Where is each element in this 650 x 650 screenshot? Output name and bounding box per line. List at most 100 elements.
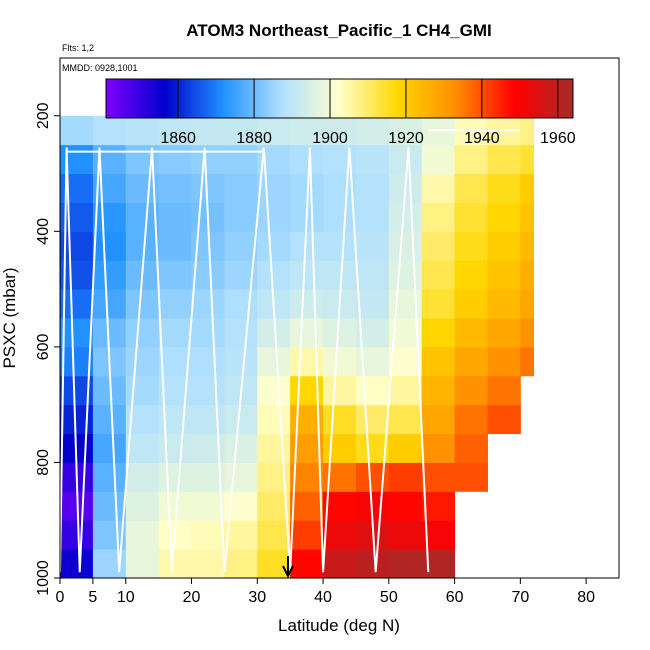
heatmap-cell <box>323 404 357 435</box>
y-axis-ticks: 200 400 600 800 1000 <box>35 102 60 596</box>
x-tick-label: 70 <box>511 589 529 606</box>
heatmap-cell <box>224 173 258 203</box>
heatmap-cell <box>454 346 488 377</box>
heatmap-cell <box>454 173 488 203</box>
heatmap-cell <box>92 318 127 348</box>
heatmap-cell <box>520 173 535 203</box>
y-tick-label: 400 <box>35 218 52 245</box>
heatmap-cell <box>125 491 160 521</box>
heatmap-cell <box>388 404 423 435</box>
x-tick-label: 5 <box>88 589 97 606</box>
heatmap-cell <box>290 115 324 146</box>
colorbar-tick-label: 1880 <box>236 130 272 147</box>
heatmap-cell <box>125 520 160 550</box>
heatmap-cell <box>257 346 291 377</box>
heatmap-cell <box>158 289 193 319</box>
heatmap-cell <box>257 404 291 435</box>
y-tick-label: 1000 <box>35 560 52 596</box>
heatmap-cell <box>520 260 535 290</box>
heatmap-cell <box>60 346 94 377</box>
heatmap-cell <box>421 144 456 175</box>
heatmap-cell <box>355 260 390 290</box>
heatmap-cell <box>454 289 488 319</box>
dates-label: MMDD: 0928,1001 <box>62 63 138 73</box>
heatmap-cell <box>355 346 390 377</box>
heatmap-cell <box>487 144 521 175</box>
heatmap-cell <box>355 404 390 435</box>
colorbar <box>105 78 574 119</box>
heatmap-cell <box>125 289 160 319</box>
heatmap-cell <box>454 433 488 463</box>
heatmap-cell <box>92 404 127 435</box>
heatmap-cell <box>191 404 225 435</box>
heatmap-cell <box>487 202 521 232</box>
heatmap-cell <box>421 231 456 261</box>
heatmap-cell <box>421 346 456 377</box>
heatmap-cell <box>454 144 488 175</box>
heatmap-cell <box>323 318 357 348</box>
heatmap-cell <box>257 520 291 550</box>
heatmap-cell <box>388 433 423 463</box>
heatmap-cell <box>290 346 324 377</box>
heatmap-cell <box>388 549 423 579</box>
heatmap-cell <box>487 260 521 290</box>
heatmap-cell <box>60 318 94 348</box>
heatmap-cell <box>388 260 423 290</box>
heatmap-cell <box>224 549 258 579</box>
heatmap-cell <box>355 289 390 319</box>
heatmap-cell <box>158 144 193 175</box>
heatmap-cell <box>191 115 225 146</box>
heatmap-cell <box>92 115 127 146</box>
heatmap-cell <box>323 346 357 377</box>
plot-frame <box>59 57 620 579</box>
heatmap-cell <box>92 231 127 261</box>
x-tick-label: 0 <box>56 589 65 606</box>
heatmap-cell <box>158 433 193 463</box>
heatmap-cell <box>92 202 127 232</box>
heatmap-cell <box>191 289 225 319</box>
heatmap-cell <box>125 549 160 579</box>
heatmap-cell <box>388 491 423 521</box>
heatmap-cell <box>421 260 456 290</box>
heatmap-cell <box>224 346 258 377</box>
heatmap-cell <box>224 202 258 232</box>
heatmap-cell <box>224 289 258 319</box>
heatmap-cell <box>454 462 488 492</box>
heatmap-cell <box>454 260 488 290</box>
heatmap-cell <box>520 318 535 348</box>
heatmap-cells <box>60 92 535 579</box>
y-axis-label: PSXC (mbar) <box>0 267 19 368</box>
heatmap-cell <box>388 231 423 261</box>
heatmap-cell <box>290 318 324 348</box>
heatmap-cell <box>290 289 324 319</box>
y-tick-label: 200 <box>35 102 52 129</box>
heatmap-cell <box>421 404 456 435</box>
heatmap-cell <box>257 173 291 203</box>
heatmap-cell <box>421 318 456 348</box>
heatmap-cell <box>290 231 324 261</box>
flight-path-profiles <box>59 147 430 573</box>
heatmap-cell <box>323 520 357 550</box>
y-tick-label: 800 <box>35 449 52 476</box>
heatmap-cell <box>290 260 324 290</box>
heatmap-cell <box>125 375 160 406</box>
heatmap-cell <box>92 462 127 492</box>
x-axis-label: Latitude (deg N) <box>278 616 400 635</box>
heatmap-cell <box>224 144 258 175</box>
heatmap-cell <box>520 202 535 232</box>
heatmap-cell <box>421 173 456 203</box>
heatmap-cell <box>454 318 488 348</box>
heatmap-cell <box>323 231 357 261</box>
heatmap-cell <box>421 289 456 319</box>
heatmap-cell <box>257 549 291 579</box>
flight-path-lines <box>59 129 521 573</box>
x-tick-label: 60 <box>446 589 464 606</box>
heatmap-cell <box>60 115 94 146</box>
heatmap-cell <box>224 433 258 463</box>
heatmap-cell <box>257 202 291 232</box>
heatmap-cell <box>421 375 456 406</box>
heatmap-cell <box>125 462 160 492</box>
heatmap-cell <box>487 318 521 348</box>
heatmap-cell <box>60 549 94 579</box>
x-tick-label: 20 <box>183 589 201 606</box>
